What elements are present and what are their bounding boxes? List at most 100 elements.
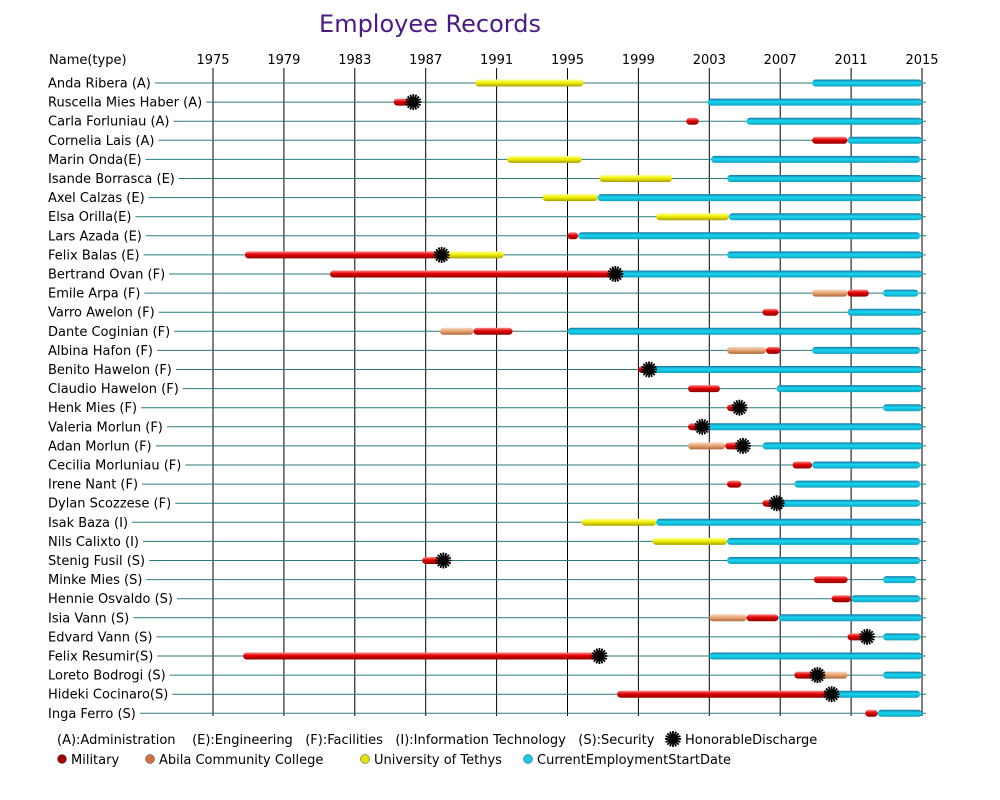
current-employment-bar (762, 442, 922, 450)
university-bar (581, 518, 657, 526)
military-bar (473, 327, 513, 335)
employee-name-label: Cornelia Lais (A) (48, 134, 154, 149)
current-employment-bar (851, 595, 921, 603)
employee-name-label: Hideki Cocinaro(S) (48, 688, 168, 703)
current-employment-bar (776, 385, 922, 393)
x-tick-label: 2011 (835, 53, 868, 68)
honorable-discharge-marker (607, 266, 624, 282)
military-bar (812, 136, 848, 144)
university-bar (656, 213, 729, 221)
employee-name-label: Anda Ribera (A) (48, 77, 151, 92)
college-bar (688, 442, 726, 450)
military-bar (766, 346, 781, 354)
employee-name-label: Henk Mies (F) (48, 401, 137, 416)
military-bar (792, 461, 813, 469)
employee-name-label: Felix Balas (E) (48, 248, 140, 263)
employee-name-label: Claudio Hawelon (F) (48, 382, 179, 397)
employee-name-label: Axel Calzas (E) (48, 191, 145, 206)
honorable-discharge-marker (734, 437, 751, 454)
employee-name-label: Benito Hawelon (F) (48, 363, 172, 378)
military-bar (746, 614, 779, 622)
current-employment-bar (709, 652, 922, 660)
current-employment-bar (615, 270, 922, 278)
university-bar (599, 175, 673, 182)
legend-honorable-marker (665, 731, 681, 747)
legend-current-swatch (523, 754, 533, 764)
current-employment-bar (883, 633, 921, 641)
legend-types-text: (A):Administration (E):Engineering (F):F… (57, 733, 655, 748)
employee-name-label: Bertrand Ovan (F) (48, 268, 165, 283)
honorable-discharge-marker (859, 628, 876, 645)
honorable-discharge-marker (591, 648, 608, 664)
current-employment-bar (847, 308, 922, 316)
employee-name-label: Dylan Scozzese (F) (48, 497, 171, 512)
military-bar (243, 652, 600, 660)
current-employment-bar (578, 232, 921, 240)
military-bar (865, 709, 878, 717)
name-header: Name(type) (49, 53, 127, 68)
employee-name-label: Emile Arpa (F) (48, 287, 140, 302)
x-tick-label: 1995 (551, 53, 584, 68)
military-bar (329, 270, 616, 278)
honorable-discharge-marker (433, 246, 450, 263)
current-employment-bar (778, 614, 922, 622)
current-employment-bar (649, 366, 922, 373)
employee-name-label: Loreto Bodrogi (S) (48, 669, 166, 684)
employee-name-label: Irene Nant (F) (48, 478, 138, 493)
employee-name-label: Albina Hafon (F) (48, 344, 153, 359)
college-bar (439, 327, 474, 335)
military-bar (727, 480, 742, 488)
current-employment-bar (883, 671, 922, 679)
x-tick-label: 1999 (622, 53, 655, 68)
honorable-discharge-marker (731, 399, 748, 416)
current-employment-bar (711, 155, 921, 163)
military-bar (244, 251, 442, 259)
honorable-discharge-marker (768, 495, 785, 512)
honorable-discharge-marker (809, 667, 826, 684)
employee-name-label: Nils Calixto (I) (48, 535, 139, 550)
current-employment-bar (812, 346, 921, 354)
current-employment-bar (727, 557, 921, 564)
current-employment-bar (794, 480, 921, 488)
university-bar (507, 155, 582, 163)
military-bar (813, 576, 848, 584)
employee-name-label: Lars Azada (E) (48, 229, 142, 244)
honorable-discharge-marker (641, 361, 658, 378)
employee-name-label: Elsa Orilla(E) (48, 210, 131, 225)
university-bar (652, 537, 728, 545)
x-tick-label: 2015 (905, 53, 938, 68)
honorable-discharge-marker (405, 94, 422, 111)
employee-name-label: Stenig Fusil (S) (48, 554, 145, 569)
employee-name-label: Varro Awelon (F) (48, 306, 155, 321)
employee-name-label: Hennie Osvaldo (S) (48, 592, 173, 607)
current-employment-bar (883, 404, 922, 412)
current-employment-bar (707, 98, 922, 106)
military-bar (686, 117, 699, 125)
military-bar (617, 690, 832, 698)
current-employment-bar (597, 194, 922, 202)
employee-name-label: Ruscella Mies Haber (A) (48, 96, 202, 111)
employee-name-label: Cecilia Morluniau (F) (48, 459, 181, 474)
current-employment-bar (776, 499, 921, 507)
current-employment-bar (702, 423, 922, 431)
current-employment-bar (812, 79, 922, 87)
employee-name-label: Isia Vann (S) (48, 611, 129, 626)
military-bar (688, 385, 720, 393)
military-bar (847, 289, 869, 297)
current-employment-bar (847, 136, 922, 144)
university-bar (441, 251, 504, 259)
employee-name-label: Inga Ferro (S) (48, 707, 136, 722)
x-tick-label: 2007 (764, 53, 797, 68)
college-bar (727, 346, 767, 354)
chart-title: Employee Records (319, 10, 541, 38)
x-tick-label: 1987 (409, 53, 442, 68)
employee-name-label: Valeria Morlun (F) (48, 420, 163, 435)
military-bar (762, 308, 779, 316)
legend-university-label: University of Tethys (374, 753, 502, 768)
college-bar (817, 671, 848, 679)
x-tick-label: 1983 (338, 53, 371, 68)
legend-military-swatch (57, 754, 67, 764)
current-employment-bar (746, 117, 922, 125)
legend-military-label: Military (71, 753, 119, 768)
employee-name-label: Felix Resumir(S) (48, 650, 153, 665)
